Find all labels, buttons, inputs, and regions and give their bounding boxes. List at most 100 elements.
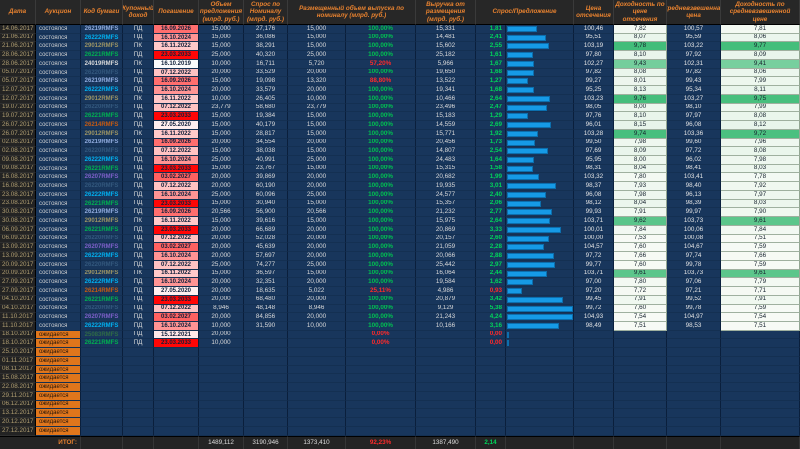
cell-wavg-price[interactable]: 97,97: [667, 112, 721, 122]
header-cutoff-price[interactable]: Цена отсечения: [574, 0, 614, 25]
cell-placed-percent[interactable]: [346, 365, 416, 375]
cell-auction-status[interactable]: ожидается: [36, 374, 81, 384]
cell-wavg-price[interactable]: 95,34: [667, 86, 721, 95]
cell-date[interactable]: 02.08.2017: [0, 138, 36, 148]
cell-revenue[interactable]: 20,879: [416, 295, 476, 305]
total-maturity[interactable]: [154, 435, 199, 449]
cell-ratio-bar[interactable]: [506, 426, 574, 436]
cell-cutoff-yield[interactable]: [614, 330, 667, 340]
header-revenue[interactable]: Выручка от размещения (млрд. руб.): [416, 0, 476, 25]
cell-demand[interactable]: [244, 348, 288, 357]
cell-placed-volume[interactable]: 5,022: [288, 287, 346, 296]
cell-ratio-bar[interactable]: [506, 260, 574, 270]
cell-coupon-type[interactable]: [123, 426, 154, 436]
cell-revenue[interactable]: 5,966: [416, 59, 476, 69]
cell-wavg-yield[interactable]: 7,54: [721, 313, 800, 322]
cell-ratio-bar[interactable]: [506, 295, 574, 305]
cell-placed-volume[interactable]: 20,000: [288, 182, 346, 191]
cell-date[interactable]: 09.08.2017: [0, 164, 36, 174]
cell-maturity-date[interactable]: 16.09.2026: [154, 25, 199, 34]
cell-date[interactable]: 02.08.2017: [0, 147, 36, 157]
cell-cutoff-price[interactable]: [574, 418, 614, 427]
cell-wavg-yield[interactable]: 7,66: [721, 252, 800, 261]
cell-revenue[interactable]: 15,357: [416, 199, 476, 209]
cell-placed-volume[interactable]: [288, 330, 346, 340]
cell-revenue[interactable]: [416, 418, 476, 427]
cell-wavg-yield[interactable]: 7,78: [721, 173, 800, 183]
cell-coupon-type[interactable]: ПК: [123, 94, 154, 104]
total-wavg-yield[interactable]: [721, 435, 800, 449]
cell-demand[interactable]: 40,179: [244, 121, 288, 130]
cell-placed-volume[interactable]: [288, 409, 346, 419]
cell-wavg-yield[interactable]: 8,09: [721, 51, 800, 60]
cell-cutoff-yield[interactable]: 8,13: [614, 86, 667, 95]
cell-ratio-bar[interactable]: [506, 51, 574, 60]
cell-placed-percent[interactable]: 100,00%: [346, 51, 416, 60]
cell-offer-volume[interactable]: 15,000: [199, 121, 244, 130]
cell-wavg-price[interactable]: 102,31: [667, 59, 721, 69]
cell-coupon-type[interactable]: ПД: [123, 339, 154, 349]
cell-placed-percent[interactable]: 100,00%: [346, 86, 416, 95]
cell-security-code[interactable]: 26221RMFS: [81, 339, 123, 349]
cell-date[interactable]: 26.07.2017: [0, 121, 36, 130]
cell-placed-percent[interactable]: 100,00%: [346, 156, 416, 165]
cell-wavg-price[interactable]: 98,40: [667, 182, 721, 191]
header-date[interactable]: Дата: [0, 0, 36, 25]
cell-placed-volume[interactable]: 20,000: [288, 252, 346, 261]
cell-placed-volume[interactable]: 25,000: [288, 51, 346, 60]
cell-cutoff-price[interactable]: 100,00: [574, 234, 614, 244]
cell-wavg-price[interactable]: [667, 348, 721, 357]
cell-cutoff-yield[interactable]: 9,61: [614, 269, 667, 279]
cell-placed-volume[interactable]: [288, 400, 346, 410]
cell-maturity-date[interactable]: 07.12.2022: [154, 147, 199, 157]
cell-placed-percent[interactable]: 100,00%: [346, 94, 416, 104]
cell-wavg-price[interactable]: 104,67: [667, 243, 721, 253]
cell-placed-volume[interactable]: 23,779: [288, 103, 346, 113]
cell-cutoff-price[interactable]: 99,50: [574, 138, 614, 148]
cell-cutoff-yield[interactable]: [614, 418, 667, 427]
cell-coupon-type[interactable]: ПК: [123, 59, 154, 69]
cell-placed-volume[interactable]: 15,000: [288, 33, 346, 43]
cell-revenue[interactable]: 15,771: [416, 129, 476, 139]
cell-cutoff-yield[interactable]: 7,80: [614, 278, 667, 288]
cell-auction-status[interactable]: состоялся: [36, 190, 81, 200]
cell-wavg-yield[interactable]: 7,96: [721, 138, 800, 148]
cell-demand[interactable]: 84,856: [244, 313, 288, 322]
cell-demand[interactable]: [244, 356, 288, 366]
cell-cutoff-price[interactable]: [574, 374, 614, 384]
cell-security-code[interactable]: 29012RMFS: [81, 269, 123, 279]
cell-demand-supply-ratio[interactable]: 2,40: [476, 190, 506, 200]
cell-wavg-price[interactable]: 98,53: [667, 321, 721, 331]
cell-wavg-yield[interactable]: 8,08: [721, 112, 800, 122]
cell-coupon-type[interactable]: ПД: [123, 112, 154, 122]
cell-cutoff-price[interactable]: 104,57: [574, 243, 614, 253]
cell-date[interactable]: 01.11.2017: [0, 356, 36, 366]
cell-demand[interactable]: [244, 330, 288, 340]
cell-wavg-price[interactable]: [667, 374, 721, 384]
cell-date[interactable]: 20.12.2017: [0, 418, 36, 427]
cell-auction-status[interactable]: состоялся: [36, 304, 81, 314]
cell-security-code[interactable]: 26222RMFS: [81, 321, 123, 331]
cell-demand[interactable]: 66,689: [244, 225, 288, 235]
header-demand[interactable]: Спрос по Номиналу (млрд. руб.): [244, 0, 288, 25]
cell-placed-volume[interactable]: 15,000: [288, 25, 346, 34]
cell-revenue[interactable]: 20,157: [416, 234, 476, 244]
cell-placed-volume[interactable]: 5,720: [288, 59, 346, 69]
cell-wavg-price[interactable]: 98,10: [667, 103, 721, 113]
cell-wavg-price[interactable]: 96,08: [667, 121, 721, 130]
cell-wavg-price[interactable]: 95,59: [667, 33, 721, 43]
cell-wavg-price[interactable]: 99,52: [667, 295, 721, 305]
cell-coupon-type[interactable]: ПД: [123, 156, 154, 165]
cell-placed-percent[interactable]: 100,00%: [346, 304, 416, 314]
cell-wavg-price[interactable]: 96,13: [667, 190, 721, 200]
cell-security-code[interactable]: [81, 374, 123, 384]
cell-revenue[interactable]: 23,496: [416, 103, 476, 113]
cell-demand[interactable]: 19,384: [244, 112, 288, 122]
cell-offer-volume[interactable]: 10,000: [199, 339, 244, 349]
cell-revenue[interactable]: 19,584: [416, 278, 476, 288]
cell-wavg-price[interactable]: 98,39: [667, 199, 721, 209]
cell-ratio-bar[interactable]: [506, 217, 574, 226]
cell-demand-supply-ratio[interactable]: 3,42: [476, 295, 506, 305]
cell-placed-percent[interactable]: 100,00%: [346, 103, 416, 113]
cell-offer-volume[interactable]: 15,000: [199, 25, 244, 34]
